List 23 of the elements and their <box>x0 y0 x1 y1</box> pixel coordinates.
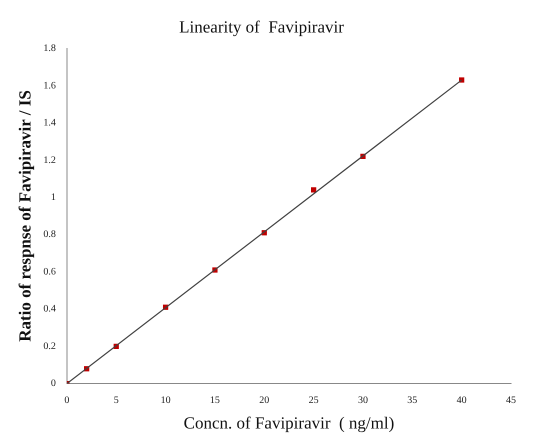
chart-title: Linearity of Favipiravir <box>179 18 344 37</box>
y-tick-label: 1.4 <box>43 118 56 129</box>
x-tick-label: 5 <box>114 395 119 406</box>
y-tick-label: 0.4 <box>43 304 56 315</box>
x-tick-label: 0 <box>64 395 70 406</box>
x-tick-label: 25 <box>308 395 319 406</box>
x-tick-label: 35 <box>407 395 418 406</box>
x-tick-label: 20 <box>259 395 270 406</box>
y-tick-label: 0.2 <box>43 340 56 352</box>
y-tick-label: 1.6 <box>43 80 56 92</box>
y-tick-label: 0.6 <box>43 266 56 278</box>
y-tick-label: 0.8 <box>43 229 56 240</box>
y-tick-label: 1.8 <box>43 43 56 54</box>
x-tick-label: 30 <box>358 395 368 406</box>
x-axis-title: Concn. of Favipiravir ( ng/ml) <box>184 413 394 432</box>
y-tick-label: 1 <box>50 192 56 204</box>
x-tick-label: 40 <box>456 395 467 406</box>
y-axis-title: Ratio of respnse of Favipiravir / IS <box>16 90 35 342</box>
y-tick-label: 1.2 <box>43 154 56 166</box>
x-tick-label: 45 <box>506 395 516 406</box>
x-tick-label: 10 <box>160 395 171 406</box>
x-tick-label: 15 <box>210 395 220 406</box>
y-tick-label: 0 <box>50 378 56 390</box>
